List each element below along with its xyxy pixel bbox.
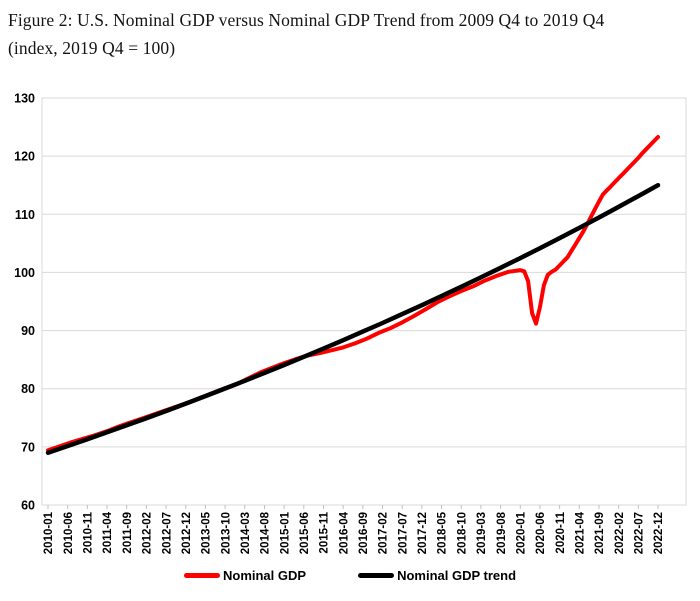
x-axis-tick-label: 2018-10 [456, 512, 468, 554]
x-axis-tick-label: 2012-02 [142, 512, 154, 554]
x-axis-tick-label: 2015-01 [279, 511, 291, 554]
x-axis-tick-label: 2015-11 [319, 511, 331, 553]
x-axis-tick-label: 2011-09 [122, 512, 134, 554]
x-axis-tick-label: 2021-04 [574, 511, 586, 554]
x-axis-tick-label: 2013-10 [220, 512, 232, 554]
x-axis-tick-label: 2018-05 [437, 511, 449, 554]
nominal-gdp-trend-line-swatch [358, 572, 395, 578]
x-axis-tick-label: 2022-02 [614, 512, 626, 554]
y-axis-tick-label: 110 [15, 208, 35, 222]
x-axis-tick-label: 2015-06 [299, 512, 311, 554]
figure-title: Figure 2: U.S. Nominal GDP versus Nomina… [8, 6, 694, 63]
x-axis-tick-label: 2014-08 [260, 511, 272, 554]
x-axis-tick-label: 2022-07 [634, 512, 646, 554]
x-axis-tick-label: 2020-11 [555, 511, 567, 553]
x-axis-tick-label: 2013-05 [201, 511, 213, 554]
x-axis-tick-label: 2010-11 [83, 511, 95, 553]
x-axis-tick-label: 2020-01 [515, 511, 527, 554]
x-axis-tick-label: 2012-07 [161, 512, 173, 554]
figure-title-line1: Figure 2: U.S. Nominal GDP versus Nomina… [8, 10, 605, 30]
x-axis-tick-label: 2016-04 [338, 511, 350, 554]
figure-title-line2: (index, 2019 Q4 = 100) [8, 38, 176, 59]
x-axis-tick-label: 2017-02 [378, 512, 390, 554]
legend-label-nominal-gdp: Nominal GDP [222, 567, 307, 583]
chart-legend: Nominal GDP Nominal GDP trend [0, 562, 700, 588]
y-axis-tick-label: 60 [21, 499, 35, 513]
x-axis-tick-label: 2012-12 [181, 512, 193, 554]
y-axis-tick-label: 100 [14, 266, 35, 280]
x-axis-tick-label: 2010-01 [43, 511, 55, 554]
x-axis-tick-label: 2021-09 [594, 512, 606, 554]
y-axis-tick-label: 70 [21, 440, 35, 454]
x-axis-tick-label: 2017-07 [397, 512, 409, 554]
x-axis-tick-label: 2019-03 [476, 512, 488, 554]
y-axis-tick-label: 120 [14, 150, 35, 164]
x-axis-tick-label: 2016-09 [358, 512, 370, 554]
x-axis-tick-label: 2022-12 [653, 512, 665, 554]
legend-item-nominal-gdp-trend: Nominal GDP trend [358, 568, 516, 583]
x-axis-tick-label: 2019-08 [496, 511, 508, 554]
legend-label-nominal-gdp-trend: Nominal GDP trend [397, 567, 517, 583]
y-axis-tick-label: 90 [21, 324, 35, 338]
nominal-gdp-line-swatch [183, 572, 220, 578]
y-axis-tick-label: 130 [14, 92, 35, 106]
legend-item-nominal-gdp: Nominal GDP [183, 567, 307, 583]
nominal-gdp-line [46, 135, 660, 453]
x-axis-tick-label: 2017-12 [417, 512, 429, 554]
x-axis-tick-label: 2020-06 [535, 512, 547, 554]
y-axis-tick-label: 80 [21, 382, 35, 396]
x-axis-tick-label: 2010-06 [63, 512, 75, 554]
x-axis-tick-label: 2014-03 [240, 512, 252, 554]
nominal-gdp-trend-line [45, 182, 661, 455]
x-axis-tick-label: 2011-04 [102, 511, 114, 553]
